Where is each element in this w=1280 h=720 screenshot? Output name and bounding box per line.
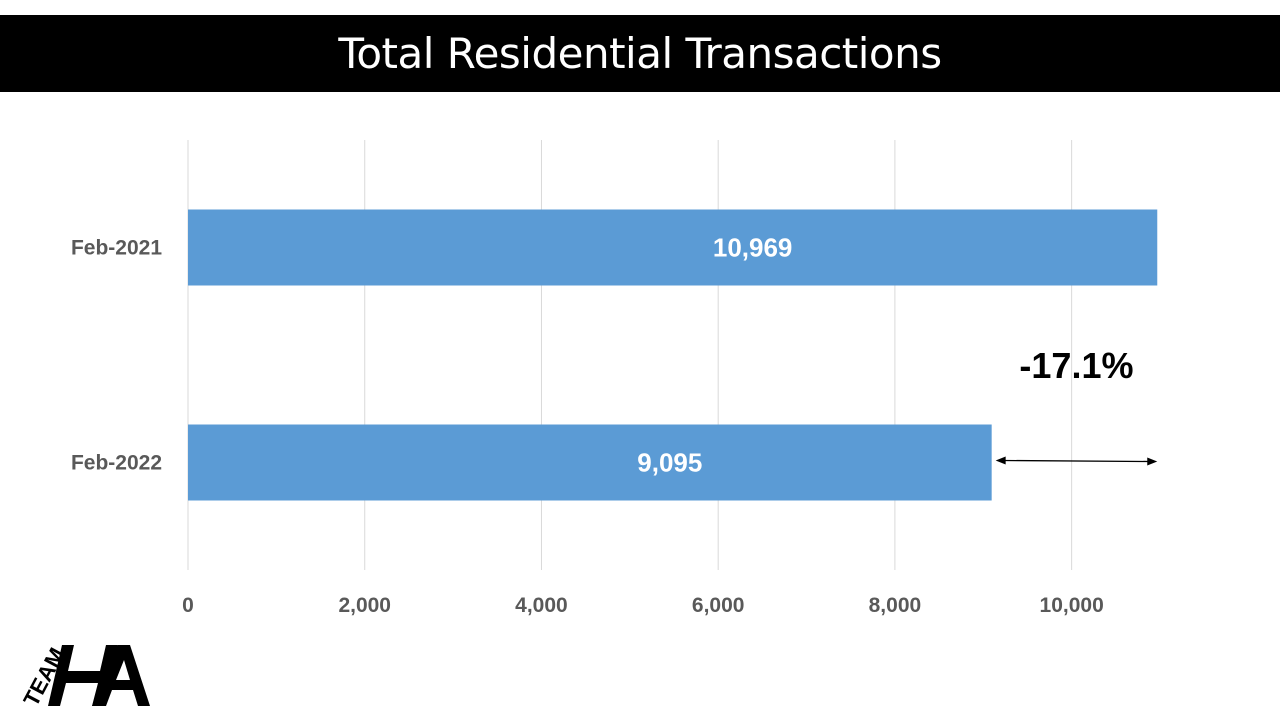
category-labels: Feb-2021 Feb-2022: [71, 237, 162, 475]
x-tick-label: 0: [182, 594, 194, 617]
gridlines: [187, 140, 1073, 570]
data-labels: 10,969 9,095: [637, 233, 792, 478]
category-label: Feb-2022: [71, 452, 162, 475]
chart-title: Total Residential Transactions: [338, 29, 942, 78]
x-axis-tick-labels: 0 2,000 4,000 6,000 8,000 10,000: [182, 594, 1104, 617]
x-tick-label: 10,000: [1040, 594, 1104, 617]
change-annotation: -17.1%: [995, 345, 1158, 466]
arrow-head-left: [995, 456, 1006, 465]
team-ha-logo: TEAM: [18, 644, 150, 710]
x-tick-label: 4,000: [515, 594, 568, 617]
change-percent-label: -17.1%: [1019, 345, 1133, 386]
x-tick-label: 8,000: [869, 594, 922, 617]
arrow-head-right: [1147, 457, 1158, 466]
x-tick-label: 2,000: [338, 594, 391, 617]
bar: [188, 209, 1158, 286]
bar: [188, 424, 992, 501]
bar-data-label: 10,969: [713, 233, 793, 263]
bar-data-label: 9,095: [637, 448, 702, 478]
logo-a-counter: [116, 660, 130, 680]
category-label: Feb-2021: [71, 237, 162, 260]
title-bar: Total Residential Transactions: [0, 15, 1280, 92]
change-arrow-line: [1003, 459, 1150, 463]
bars: [188, 209, 1158, 501]
x-tick-label: 6,000: [692, 594, 745, 617]
